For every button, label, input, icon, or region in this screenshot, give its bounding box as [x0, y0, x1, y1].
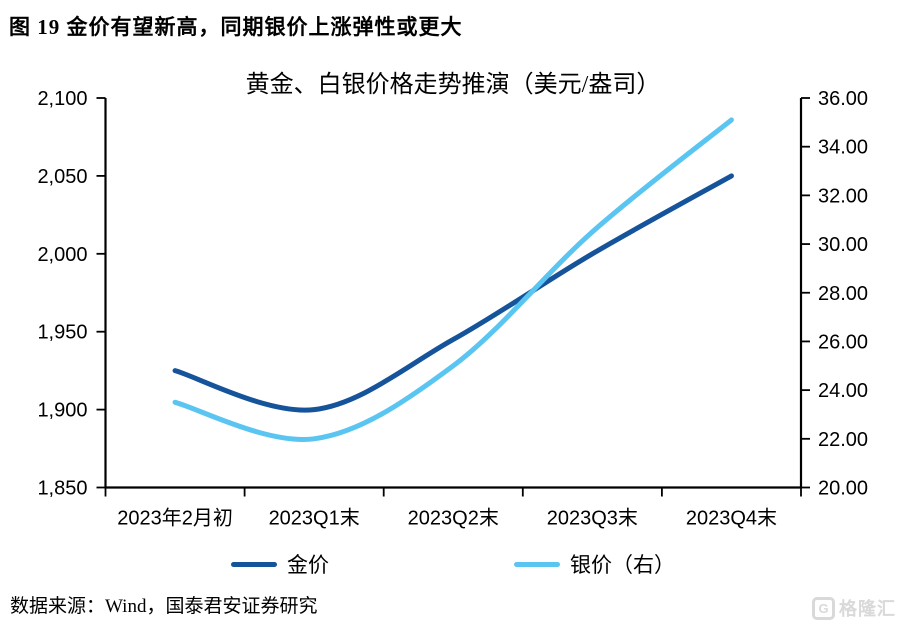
left-axis-tick-label: 1,900	[37, 400, 87, 422]
data-source: 数据来源：Wind，国泰君安证券研究	[10, 596, 318, 617]
legend-label-gold: 金价	[287, 553, 329, 577]
chart-title: 黄金、白银价格走势推演（美元/盎司）	[245, 72, 661, 98]
right-axis-tick-label: 24.00	[818, 380, 868, 402]
silver-price-curve	[172, 117, 734, 442]
gelonghui-watermark: G 格隆汇	[812, 595, 896, 621]
gelonghui-logo-icon: G	[812, 596, 835, 620]
right-axis-tick-label: 30.00	[818, 234, 868, 256]
left-axis-tick-label: 2,100	[37, 88, 87, 110]
x-axis-category-label: 2023Q3末	[547, 507, 638, 530]
right-axis-tick-label: 20.00	[818, 478, 868, 500]
legend: 金价 银价（右）	[0, 549, 906, 579]
x-axis-category-label: 2023Q2末	[408, 507, 499, 530]
watermark-text: 格隆汇	[839, 599, 896, 619]
legend-label-silver: 银价（右）	[570, 553, 675, 577]
right-axis-tick-label: 26.00	[818, 331, 868, 353]
left-axis-tick-label: 2,050	[37, 166, 87, 188]
x-axis-category-label: 2023Q1末	[269, 507, 360, 530]
gold-line-swatch	[231, 561, 277, 567]
legend-item-gold: 金价	[231, 549, 329, 579]
left-axis-tick-label: 2,000	[37, 244, 87, 266]
left-axis-tick-label: 1,850	[37, 478, 87, 500]
silver-line-swatch	[514, 561, 560, 567]
right-axis-tick-label: 28.00	[818, 283, 868, 305]
x-axis-category-label: 2023Q4末	[686, 507, 777, 530]
right-axis-tick-label: 32.00	[818, 185, 868, 207]
legend-item-silver: 银价（右）	[514, 549, 675, 579]
gold-price-curve	[172, 173, 734, 413]
figure-caption: 图 19 金价有望新高，同期银价上涨弹性或更大	[9, 15, 463, 39]
x-axis-category-label: 2023年2月初	[117, 507, 233, 530]
right-axis-tick-label: 34.00	[818, 137, 868, 159]
right-axis-tick-label: 36.00	[818, 88, 868, 110]
right-axis-tick-label: 22.00	[818, 429, 868, 451]
left-axis-tick-label: 1,950	[37, 322, 87, 344]
